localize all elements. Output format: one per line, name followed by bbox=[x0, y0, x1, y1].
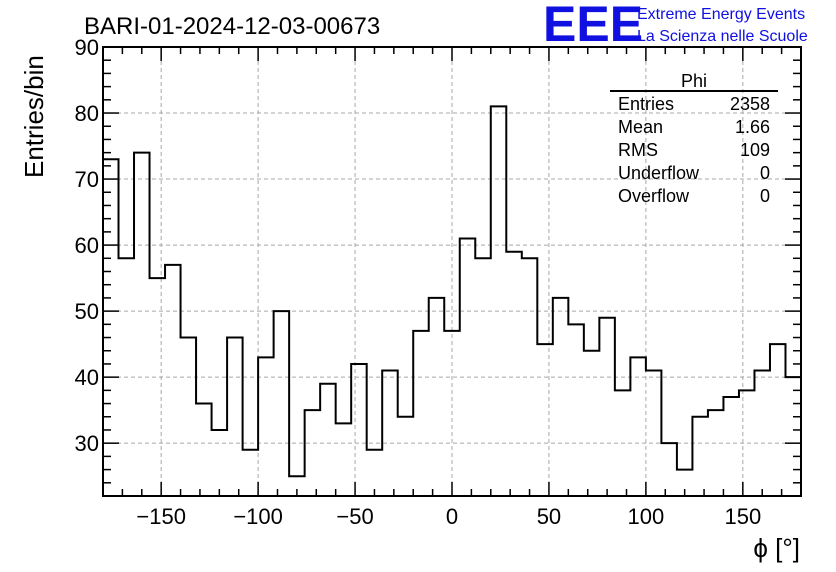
stats-value-mean: 1.66 bbox=[735, 117, 770, 137]
y-axis-label: Entries/bin bbox=[19, 55, 49, 178]
x-axis-label: ϕ [°] bbox=[753, 533, 800, 563]
chart-title: BARI-01-2024-12-03-00673 bbox=[84, 13, 380, 40]
x-tick-label-6: 150 bbox=[724, 504, 761, 529]
histogram-bin-29 bbox=[553, 298, 569, 496]
histogram-bin-33 bbox=[615, 390, 631, 496]
histogram-bin-32 bbox=[599, 318, 615, 496]
histogram-bin-5 bbox=[181, 338, 197, 496]
y-tick-label-5: 80 bbox=[75, 101, 99, 126]
x-tick-label-5: 100 bbox=[628, 504, 665, 529]
histogram-bin-10 bbox=[258, 357, 274, 496]
histogram-bin-44 bbox=[785, 377, 801, 496]
histogram-bin-8 bbox=[227, 338, 243, 496]
histogram-bin-18 bbox=[382, 371, 398, 496]
histogram-bin-19 bbox=[398, 417, 414, 496]
histogram-bin-41 bbox=[739, 390, 755, 496]
histogram-bin-43 bbox=[770, 344, 786, 496]
histogram-bin-42 bbox=[754, 371, 770, 496]
histogram-bin-16 bbox=[351, 364, 367, 496]
histogram-bin-28 bbox=[537, 344, 553, 496]
stats-box: Phi Entries 2358 Mean 1.66 RMS 109 Underflow 0 O… bbox=[610, 71, 778, 206]
histogram-bin-0 bbox=[103, 159, 119, 496]
stats-rows: Entries 2358 Mean 1.66 RMS 109 Underflow 0 Overf… bbox=[618, 94, 770, 206]
x-tick-label-2: −50 bbox=[336, 504, 373, 529]
histogram-bin-27 bbox=[522, 258, 538, 496]
histogram-bin-26 bbox=[506, 252, 522, 496]
stats-label-underflow: Underflow bbox=[618, 163, 700, 183]
histogram-bin-23 bbox=[460, 238, 476, 496]
histogram-bin-34 bbox=[630, 357, 646, 496]
histogram-bin-13 bbox=[305, 410, 321, 496]
histogram-bin-36 bbox=[661, 443, 677, 496]
histogram-layer bbox=[102, 105, 801, 496]
histogram-bin-7 bbox=[212, 430, 228, 496]
y-tick-label-4: 70 bbox=[75, 167, 99, 192]
histogram-bin-20 bbox=[413, 331, 429, 496]
histogram-bin-39 bbox=[708, 410, 724, 496]
logo-line-2: La Scienza nelle Scuole bbox=[637, 28, 808, 45]
stats-label-overflow: Overflow bbox=[618, 186, 690, 206]
histogram-bin-24 bbox=[475, 258, 491, 496]
stats-label-rms: RMS bbox=[618, 140, 658, 160]
x-tick-label-0: −150 bbox=[136, 504, 186, 529]
y-tick-label-2: 50 bbox=[75, 299, 99, 324]
y-tick-label-6: 90 bbox=[75, 35, 99, 60]
stats-value-overflow: 0 bbox=[760, 186, 770, 206]
histogram-bin-40 bbox=[723, 397, 739, 496]
histogram-outline bbox=[102, 105, 801, 496]
logo-line-1: Extreme Energy Events bbox=[637, 6, 805, 23]
histogram-bin-3 bbox=[150, 278, 166, 496]
stats-box-title: Phi bbox=[681, 71, 707, 91]
histogram-bin-9 bbox=[243, 450, 259, 496]
x-tick-label-3: 0 bbox=[446, 504, 458, 529]
histogram-bin-4 bbox=[165, 265, 181, 496]
histogram-bin-2 bbox=[134, 153, 150, 496]
y-tick-label-0: 30 bbox=[75, 431, 99, 456]
x-tick-label-1: −100 bbox=[233, 504, 283, 529]
stats-value-underflow: 0 bbox=[760, 163, 770, 183]
histogram-bin-15 bbox=[336, 423, 352, 496]
y-tick-label-1: 40 bbox=[75, 365, 99, 390]
histogram-bin-6 bbox=[196, 404, 212, 496]
histogram-bin-14 bbox=[320, 384, 336, 496]
stats-value-rms: 109 bbox=[740, 140, 770, 160]
stats-label-mean: Mean bbox=[618, 117, 663, 137]
stats-label-entries: Entries bbox=[618, 94, 674, 114]
histogram-bin-31 bbox=[584, 351, 600, 496]
histogram-bin-30 bbox=[568, 324, 584, 496]
tick-label-layer: −150 −100 −50 0 50 100 150 30 40 50 60 70 80 90 bbox=[75, 35, 762, 529]
histogram-bin-38 bbox=[692, 417, 708, 496]
histogram-bin-21 bbox=[429, 298, 445, 496]
histogram-bin-11 bbox=[274, 311, 290, 496]
x-tick-label-4: 50 bbox=[537, 504, 561, 529]
tick-layer bbox=[102, 46, 802, 497]
histogram-bin-35 bbox=[646, 371, 662, 496]
histogram-bin-22 bbox=[444, 331, 460, 496]
eee-logo: EEE bbox=[543, 0, 643, 52]
y-tick-label-3: 60 bbox=[75, 233, 99, 258]
histogram-bin-1 bbox=[119, 258, 135, 496]
histogram-bin-25 bbox=[491, 106, 507, 496]
stats-value-entries: 2358 bbox=[730, 94, 770, 114]
